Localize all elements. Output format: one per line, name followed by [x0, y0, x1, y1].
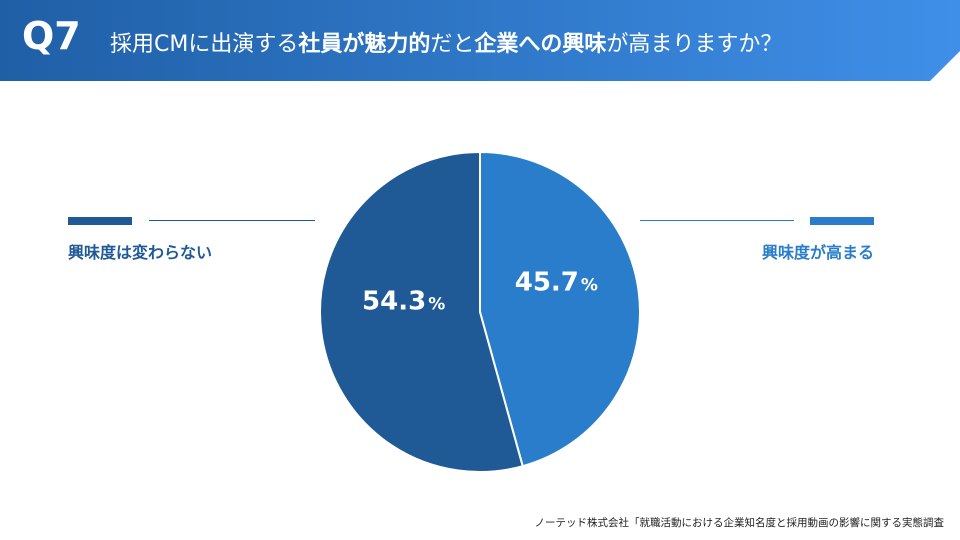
- question-number: Q7: [22, 14, 81, 58]
- header-background: [0, 0, 960, 81]
- title-part: だと: [430, 32, 475, 57]
- header-banner: Q7 採用CMに出演する社員が魅力的だと企業への興味が高まりますか？: [0, 0, 960, 81]
- legend-line-unchanged: [149, 220, 315, 221]
- legend-label-increase: 興味度が高まる: [761, 243, 874, 262]
- legend-label-unchanged: 興味度は変わらない: [68, 243, 213, 262]
- slice-percent-label: 45.7%: [515, 267, 598, 297]
- question-title: 採用CMに出演する社員が魅力的だと企業への興味が高まりますか？: [110, 26, 782, 58]
- pie-slice: [479, 150, 641, 468]
- title-part: が高まりますか？: [606, 32, 783, 57]
- title-part: 企業への興味: [474, 32, 607, 57]
- title-part: 社員が魅力的: [298, 32, 431, 57]
- source-note: ノーテッド株式会社「就職活動における企業知名度と採用動画の影響に関する実態調査: [534, 517, 945, 529]
- slice-percent-label: 54.3%: [362, 287, 445, 317]
- title-part: 採用CMに出演する: [110, 32, 299, 57]
- pie-slice: [319, 150, 524, 473]
- legend-swatch-increase: [810, 217, 874, 225]
- legend-swatch-unchanged: [68, 217, 132, 225]
- legend-line-increase: [640, 220, 794, 221]
